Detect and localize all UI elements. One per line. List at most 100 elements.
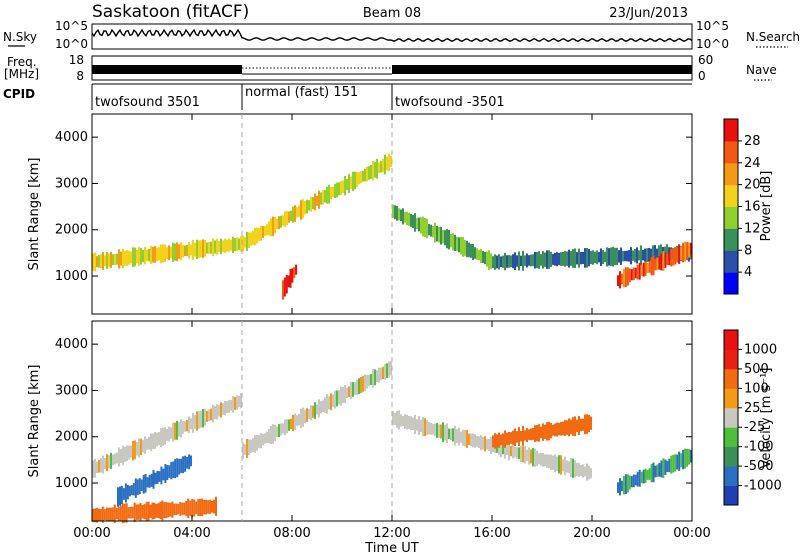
band-5 (617, 241, 692, 289)
scatter-mark (632, 267, 635, 281)
scatter-mark (616, 247, 618, 266)
scatter-mark (544, 454, 546, 467)
scatter-mark (172, 422, 174, 442)
colorbar-tick-label: 500 (744, 362, 769, 377)
scatter-mark (145, 501, 148, 522)
scatter-mark (656, 248, 658, 261)
scatter-mark (476, 248, 478, 260)
scatter-mark (462, 429, 464, 446)
scatter-mark (392, 410, 394, 426)
scatter-mark (464, 239, 466, 256)
scatter-mark (586, 248, 588, 268)
scatter-mark (348, 386, 350, 397)
colorbar-block (724, 427, 738, 448)
scatter-mark (184, 245, 186, 256)
scatter-mark (624, 474, 627, 495)
scatter-mark (676, 247, 679, 263)
scatter-mark (242, 235, 244, 252)
scatter-mark (342, 180, 344, 193)
scatter-mark (486, 439, 488, 450)
scatter-mark (670, 455, 673, 474)
scatter-mark (400, 209, 402, 221)
scatter-mark (178, 422, 180, 437)
colorbar-block (724, 466, 738, 486)
scatter-mark (382, 159, 384, 173)
scatter-mark (246, 438, 248, 458)
scatter-mark (140, 438, 142, 456)
scatter-mark (314, 193, 316, 211)
scatter-mark (448, 230, 450, 250)
scatter-mark (512, 444, 514, 459)
scatter-mark (302, 407, 304, 427)
scatter-mark (274, 216, 276, 234)
scatter-mark (196, 239, 198, 259)
scatter-mark (538, 453, 540, 465)
scatter-mark (580, 251, 582, 265)
scatter-mark (324, 397, 326, 413)
scatter-mark (474, 434, 476, 448)
scatter-mark (178, 458, 181, 475)
scatter-mark (434, 423, 436, 437)
scatter-mark (250, 232, 252, 246)
scatter-mark (408, 416, 410, 430)
scatter-mark (212, 404, 214, 423)
scatter-mark (230, 239, 232, 251)
scatter-mark (668, 251, 671, 266)
scatter-mark (540, 453, 542, 466)
scatter-mark (344, 176, 346, 196)
scatter-mark (130, 445, 132, 458)
scatter-mark (656, 464, 659, 477)
scatter-mark (320, 192, 322, 205)
scatter-mark (189, 500, 192, 516)
scatter-mark (580, 418, 582, 432)
scatter-mark (270, 426, 272, 445)
scatter-mark (378, 367, 380, 383)
scatter-mark (516, 431, 518, 443)
scatter-mark (157, 503, 160, 519)
scatter-mark (252, 230, 254, 245)
scatter-mark (652, 255, 655, 276)
scatter-mark (146, 250, 148, 262)
scatter-mark (660, 253, 663, 271)
scatter-mark (576, 252, 578, 265)
scatter-mark (674, 247, 677, 265)
scatter-mark (516, 255, 518, 267)
ytick-label: 3000 (55, 176, 88, 191)
scatter-mark (236, 395, 238, 410)
scatter-mark (240, 236, 242, 252)
scatter-mark (436, 225, 438, 242)
scatter-mark (174, 243, 176, 261)
scatter-mark (310, 196, 312, 212)
scatter-mark (506, 255, 508, 268)
scatter-mark (650, 248, 652, 261)
scatter-mark (488, 250, 490, 270)
scatter-mark (576, 462, 578, 476)
scatter-mark (208, 241, 210, 254)
scatter-mark (548, 454, 550, 469)
scatter-mark (362, 170, 364, 182)
scatter-mark (126, 250, 128, 266)
scatter-mark (416, 217, 418, 230)
scatter-mark (320, 401, 322, 414)
scatter-mark (664, 252, 667, 268)
scatter-mark (179, 502, 182, 516)
scatter-mark (680, 453, 683, 468)
scatter-mark (664, 459, 667, 475)
scatter-mark (206, 242, 208, 254)
scatter-mark (134, 247, 136, 267)
scatter-mark (574, 416, 576, 436)
scatter-mark (474, 247, 476, 259)
scatter-mark (334, 390, 336, 409)
scatter-mark (272, 424, 274, 444)
colorbar-block (724, 119, 738, 142)
scatter-mark (110, 251, 112, 268)
scatter-mark (544, 252, 546, 267)
ytick-label: 2000 (55, 223, 88, 238)
scatter-mark (135, 504, 138, 520)
scatter-mark (512, 430, 514, 445)
colorbar-block (724, 446, 738, 467)
scatter-mark (408, 212, 410, 226)
scatter-mark (410, 214, 412, 227)
scatter-mark (416, 419, 418, 431)
colorbar-block (724, 206, 738, 229)
